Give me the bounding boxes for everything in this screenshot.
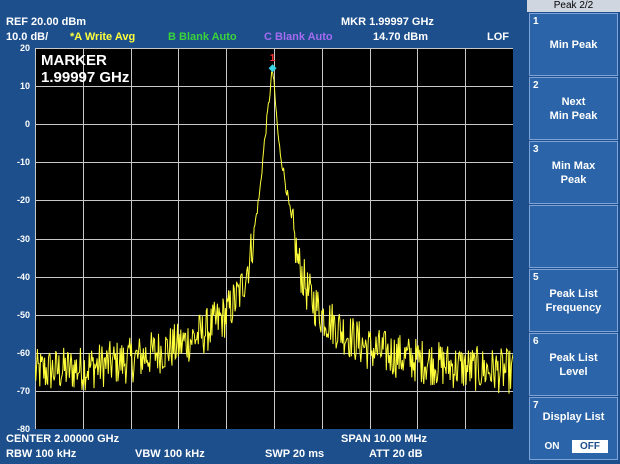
marker-frequency-readout: MKR 1.99997 GHz <box>341 16 434 28</box>
softkey-label: Min Peak <box>549 39 598 51</box>
y-tick-label: 20 <box>19 43 30 53</box>
sweep-time-readout: SWP 20 ms <box>265 448 325 460</box>
y-tick-label: -50 <box>16 309 30 320</box>
y-tick-label: 10 <box>19 81 30 92</box>
softkey-number: 5 <box>533 272 539 283</box>
span-readout: SPAN 10.00 MHz <box>341 433 427 445</box>
softkey-peak-list-level[interactable]: 6 Peak List Level <box>529 333 618 396</box>
rbw-readout: RBW 100 kHz <box>6 448 77 460</box>
vbw-readout: VBW 100 kHz <box>135 448 205 460</box>
attenuation-readout: ATT 20 dB <box>369 448 423 460</box>
scale-per-div: 10.0 dB/ <box>6 31 49 43</box>
ref-level: REF 20.00 dBm <box>6 16 87 28</box>
analyzer-display: REF 20.00 dBm 10.0 dB/ *A Write Avg B Bl… <box>6 16 514 460</box>
display-list-off-option[interactable]: OFF <box>572 440 608 453</box>
marker-info-frequency: 1.99997 GHz <box>41 69 130 86</box>
softkey-number: 6 <box>533 336 539 347</box>
marker-1-diamond[interactable] <box>268 64 277 73</box>
softkey-menu-title: Peak 2/2 <box>527 0 620 12</box>
softkey-next-min-peak[interactable]: 2 Next Min Peak <box>529 77 618 140</box>
grid <box>35 48 514 430</box>
display-list-on-option[interactable]: ON <box>544 441 560 452</box>
softkey-blank[interactable] <box>529 205 618 268</box>
softkey-number: 2 <box>533 80 539 91</box>
spectrum-plot[interactable]: 1 <box>34 48 514 430</box>
y-tick-label: -10 <box>16 157 30 168</box>
softkey-number: 3 <box>533 144 539 155</box>
softkey-label: Display List <box>542 411 605 423</box>
softkey-label: Next Min Peak <box>549 96 598 122</box>
marker-1-number: 1 <box>270 53 276 64</box>
trace-c-mode[interactable]: C Blank Auto <box>264 31 333 43</box>
y-tick-label: -20 <box>16 195 30 206</box>
y-tick-label: -60 <box>16 347 30 358</box>
softkey-display-list[interactable]: 7 Display List ON OFF <box>529 397 618 460</box>
trace-a-mode[interactable]: *A Write Avg <box>70 31 136 43</box>
y-tick-label: -30 <box>16 233 30 244</box>
y-tick-label: -70 <box>16 385 30 396</box>
center-frequency: CENTER 2.00000 GHz <box>6 433 120 445</box>
softkey-label: Peak List Level <box>549 352 598 378</box>
marker-title: MARKER <box>41 52 107 69</box>
y-tick-label: 0 <box>24 119 30 130</box>
softkey-number: 7 <box>533 400 539 411</box>
softkey-number: 1 <box>533 16 539 27</box>
marker-info-box: MARKER 1.99997 GHz <box>41 52 129 86</box>
softkey-min-max-peak[interactable]: 3 Min Max Peak <box>529 141 618 204</box>
softkey-label: Min Max Peak <box>551 160 596 186</box>
trace-b-mode[interactable]: B Blank Auto <box>168 31 237 43</box>
spectrum-svg: 1 <box>34 48 514 430</box>
y-tick-label: -40 <box>16 271 30 282</box>
marker-level-readout: 14.70 dBm <box>373 31 429 43</box>
trace-a-line <box>34 69 514 394</box>
y-tick-label: -80 <box>16 424 30 434</box>
softkey-label: Peak List Frequency <box>545 288 602 314</box>
softkey-peak-list-frequency[interactable]: 5 Peak List Frequency <box>529 269 618 332</box>
lof-indicator: LOF <box>487 31 509 43</box>
softkey-min-peak[interactable]: 1 Min Peak <box>529 13 618 76</box>
